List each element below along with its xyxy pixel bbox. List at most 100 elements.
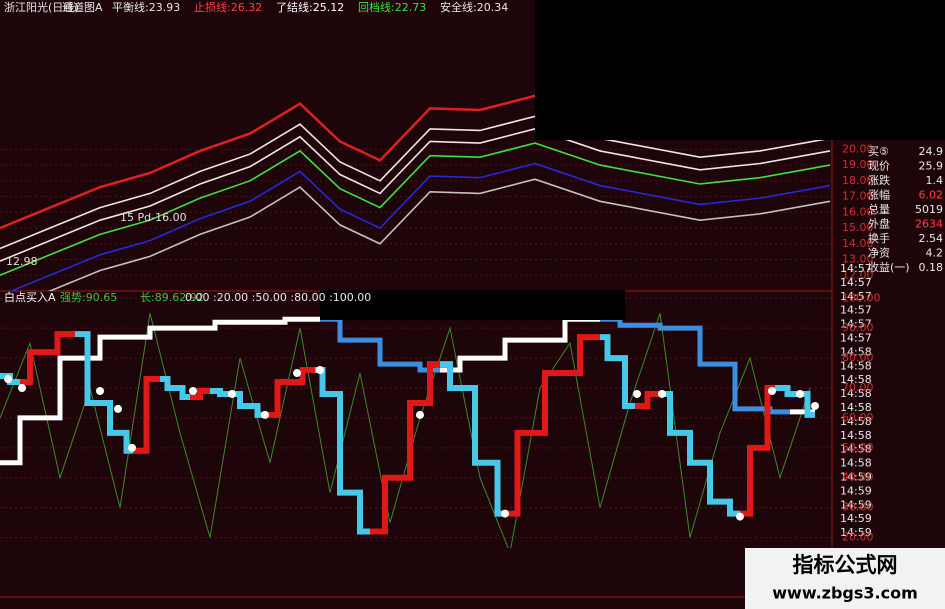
lower-plot: [0, 297, 832, 548]
signal-step: [560, 334, 600, 377]
signal-step: [370, 474, 400, 535]
buy-dot: [4, 375, 12, 384]
buy-dot: [128, 443, 136, 452]
time-label: 14:57: [840, 332, 872, 345]
signal-step: [505, 429, 530, 517]
signal-step: [40, 331, 75, 356]
signal-step: [100, 399, 120, 436]
buy-dot: [293, 369, 301, 378]
buy-dot: [96, 386, 104, 395]
time-label: 14:59: [840, 498, 872, 511]
trend-line: [680, 325, 720, 367]
info-label: 收益(一): [868, 260, 910, 274]
signal-step: [775, 385, 800, 397]
buy-dot: [796, 389, 804, 398]
buy-dot: [18, 384, 26, 392]
y-tick-label: 60.00: [842, 411, 874, 424]
header-item: 止损线:26.32: [194, 0, 262, 14]
info-label: 外盘: [868, 217, 890, 231]
signal-step: [440, 361, 460, 391]
info-label: 现价: [868, 160, 890, 173]
trend-line: [0, 415, 40, 466]
header-indicator: 通道图A: [62, 0, 103, 14]
trend-line: [640, 322, 680, 331]
lower-title: 白点买入A: [4, 290, 56, 304]
buy-dot: [228, 389, 236, 398]
signal-step: [133, 376, 160, 454]
time-label: 14:57: [840, 290, 872, 303]
time-label: 14:57: [840, 318, 872, 331]
signal-step: [635, 390, 660, 409]
labels: 浙江阳光(日线)通道图A 平衡线:23.93 止损线:26.32 了结线:25.12 回…: [4, 0, 943, 544]
header-item: 了结线:25.12: [276, 0, 344, 14]
y-tick-label: 17.00: [842, 190, 874, 203]
time-label: 14:57: [840, 304, 872, 317]
buy-dot: [261, 410, 269, 419]
info-value: 1.4: [926, 174, 944, 187]
channel-line: [47, 178, 831, 291]
time-label: 14:57: [840, 262, 872, 275]
signal-step: [265, 379, 290, 418]
buy-dot: [811, 401, 819, 410]
y-tick-label: 15.00: [842, 221, 874, 234]
time-label: 14:58: [840, 359, 872, 372]
watermark-name: 指标公式网: [793, 553, 898, 577]
time-label: 14:59: [840, 512, 872, 525]
signal-step: [350, 489, 370, 535]
channel-line: [0, 142, 831, 277]
info-value: 5019: [915, 203, 943, 216]
watermark-url: www.zbgs3.com: [772, 584, 918, 603]
signal-step: [210, 387, 230, 397]
time-label: 14:58: [840, 415, 872, 428]
watermark-box: [745, 548, 945, 609]
redaction: [320, 290, 625, 320]
info-value: 25.9: [919, 160, 944, 173]
trend-line: [720, 361, 750, 412]
signal-step: [75, 331, 100, 406]
info-label: 换手: [868, 231, 890, 245]
buy-dot: [736, 512, 744, 521]
trend-line: [40, 355, 80, 421]
trend-line: [180, 319, 250, 331]
trend-line: [480, 337, 530, 361]
info-label: 涨跌: [868, 173, 890, 187]
info-value: 4.2: [926, 247, 944, 260]
info-value: 6.02: [919, 189, 944, 202]
y-tick-label: 40.00: [842, 471, 874, 484]
time-label: 14:57: [840, 276, 872, 289]
channel-line: [9, 162, 831, 291]
signal-step: [615, 355, 635, 409]
y-tick-label: 50.00: [842, 441, 874, 454]
buy-dot: [416, 410, 424, 419]
y-tick-label: 13.00: [842, 253, 874, 266]
y-tick-label: 18.00: [842, 174, 874, 187]
header-item: 回档线:22.73: [358, 0, 426, 14]
long-label: 长:89.62:92: [140, 291, 204, 304]
redaction: [535, 0, 945, 140]
trend-line: [250, 316, 320, 325]
time-label: 14:59: [840, 471, 872, 484]
info-value: 0.18: [919, 261, 944, 274]
buy-dot: [189, 386, 197, 395]
signal-step: [700, 459, 720, 505]
info-label: 总量: [868, 202, 890, 216]
signal-step: [190, 387, 210, 400]
time-label: 14:58: [840, 373, 872, 386]
buy-dot: [658, 389, 666, 398]
signal-step: [400, 399, 420, 481]
time-label: 14:58: [840, 401, 872, 414]
y-tick-label: 16.00: [842, 205, 874, 218]
time-label: 14:58: [840, 429, 872, 442]
y-tick-label: 20.00: [842, 142, 874, 155]
signal-step: [530, 370, 560, 436]
signal-step: [330, 390, 350, 496]
header-item: 安全线:20.34: [440, 0, 508, 14]
buy-dot: [114, 404, 122, 413]
y-tick-label: 70.00: [842, 381, 874, 394]
y-tick-label: 100.00: [842, 291, 881, 304]
strong-label: 强势:90.65: [60, 291, 117, 304]
time-label: 14:58: [840, 387, 872, 400]
levels-label: 0.00 :20.00 :50.00 :80.00 :100.00: [185, 291, 371, 304]
buy-dot: [316, 366, 324, 375]
signal-step: [600, 334, 615, 362]
